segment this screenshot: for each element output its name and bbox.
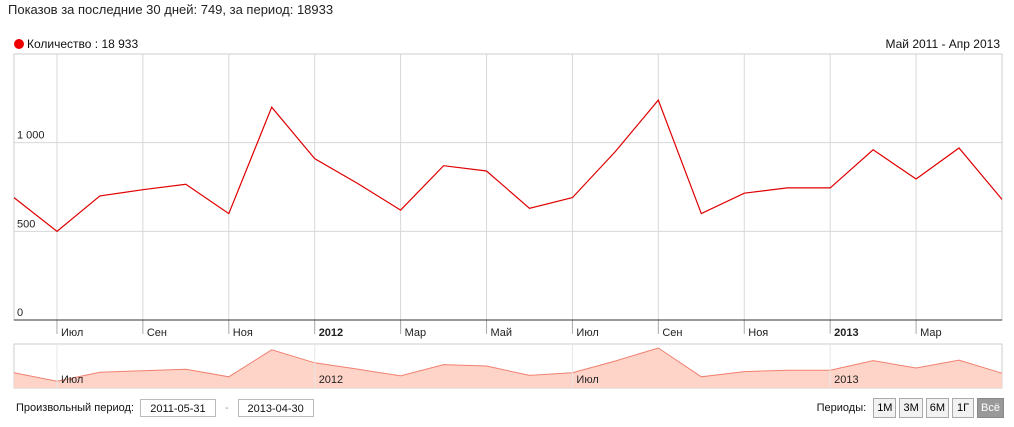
x-tick-label: Ноя <box>233 327 253 339</box>
x-tick-label: Сен <box>662 327 682 339</box>
navigator-area <box>14 348 1002 388</box>
legend[interactable]: Количество : 18 933 <box>14 37 138 51</box>
legend-dot-icon <box>14 39 24 49</box>
period-button-all[interactable]: Всё <box>977 398 1004 418</box>
navigator-line <box>13 347 1003 382</box>
plot-area <box>13 53 1003 321</box>
x-tick-label: Июл <box>61 327 83 339</box>
stats-summary: Показов за последние 30 дней: 749, за пе… <box>8 2 334 17</box>
x-tick-label: Мар <box>405 327 427 339</box>
x-tick-label: 2012 <box>319 327 343 339</box>
period-button-6m[interactable]: 6М <box>925 398 950 418</box>
period-button-1m[interactable]: 1М <box>873 398 897 418</box>
line-chart: 0 500 1 000 Июл Сен Ноя 2012 Мар Май Июл Сен Ноя 20… <box>13 53 1003 389</box>
x-tick-label: Май <box>491 327 513 339</box>
x-tick-label: 2013 <box>834 327 858 339</box>
legend-label: Количество : 18 933 <box>27 37 139 51</box>
navigator-label: 2012 <box>319 374 343 386</box>
custom-period-label: Произвольный период: <box>16 402 134 414</box>
custom-period: Произвольный период: 2011-05-31 - 2013-0… <box>16 399 314 417</box>
x-tick-label: Мар <box>920 327 942 339</box>
period-selector: Периоды: 1М 3М 6М 1Г Всё <box>817 398 1004 418</box>
end-date-input[interactable]: 2013-04-30 <box>237 399 314 417</box>
y-tick-label: 500 <box>17 218 35 230</box>
x-tick-label: Сен <box>147 327 167 339</box>
date-range-label: Май 2011 - Апр 2013 <box>885 37 1000 51</box>
start-date-input[interactable]: 2011-05-31 <box>139 399 216 417</box>
navigator[interactable]: Июл 2012 Июл 2013 <box>13 343 1003 389</box>
periods-label: Периоды: <box>816 402 867 414</box>
series-line <box>13 98 1003 233</box>
y-tick-label: 0 <box>17 307 23 319</box>
period-button-1y[interactable]: 1Г <box>952 398 975 418</box>
navigator-label: Июл <box>576 374 598 386</box>
period-button-3m[interactable]: 3М <box>899 398 923 418</box>
y-tick-label: 1 000 <box>17 130 45 142</box>
navigator-label: Июл <box>61 374 83 386</box>
x-tick-label: Ноя <box>748 327 768 339</box>
date-separator: - <box>224 402 229 414</box>
navigator-label: 2013 <box>834 374 858 386</box>
x-tick-label: Июл <box>576 327 598 339</box>
